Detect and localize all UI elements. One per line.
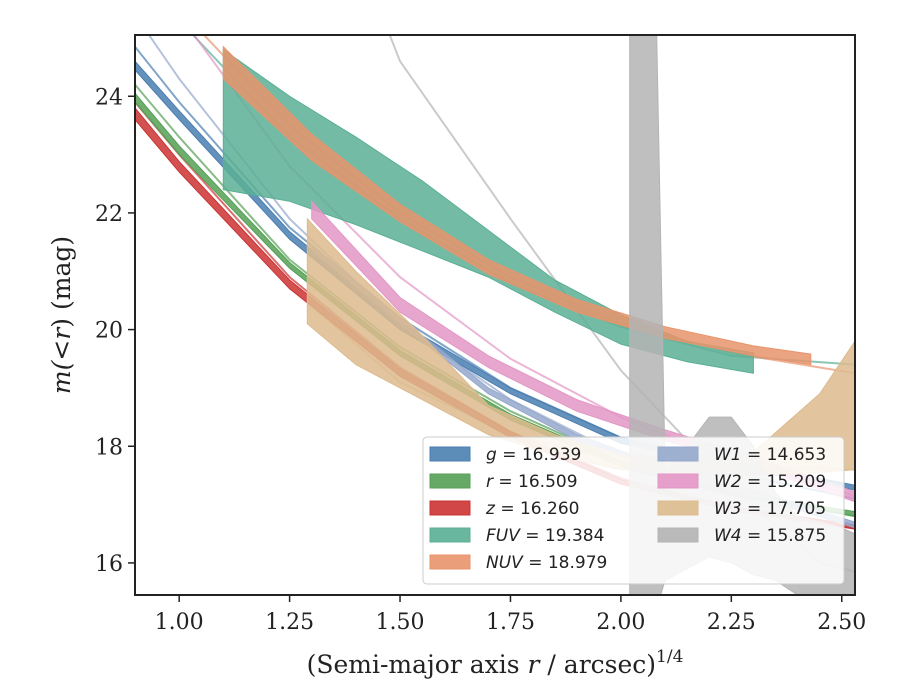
profile-band-nuv bbox=[222, 45, 812, 366]
profile-band-fuv bbox=[222, 48, 754, 374]
legend-box bbox=[422, 436, 845, 585]
y-tick-label: 24 bbox=[95, 85, 123, 110]
legend-label-w1: W1 = 14.653 bbox=[714, 445, 826, 465]
legend-label-fuv: FUV = 19.384 bbox=[486, 526, 604, 546]
legend-label-z: z = 16.260 bbox=[485, 499, 579, 519]
x-tick-label: 2.25 bbox=[707, 610, 756, 635]
legend-label-w4: W4 = 15.875 bbox=[714, 526, 826, 546]
y-tick-label: 20 bbox=[95, 319, 123, 344]
x-tick-label: 1.25 bbox=[265, 610, 314, 635]
y-tick-label: 18 bbox=[95, 435, 123, 460]
legend-label-w3: W3 = 17.705 bbox=[714, 499, 826, 519]
legend-swatch-w4 bbox=[657, 527, 699, 543]
y-axis-title: m(<r) (mag) bbox=[47, 236, 76, 394]
legend-label-nuv: NUV = 18.979 bbox=[486, 553, 607, 573]
x-tick-label: 1.50 bbox=[376, 610, 425, 635]
profile-band-w1 bbox=[311, 243, 855, 529]
legend-swatch-fuv bbox=[429, 527, 471, 543]
plot-frame bbox=[134, 34, 856, 596]
axis-ticks: 1.00 1.25 1.50 1.75 2.00 2.25 2.50 16 18 20 22 24 bbox=[95, 85, 866, 635]
x-axis-title: (Semi-major axis r / arcsec)1/4 bbox=[307, 647, 684, 679]
legend-label-g: g = 16.939 bbox=[486, 445, 581, 465]
legend-swatch-w2 bbox=[657, 473, 699, 489]
legend-label-r: r = 16.509 bbox=[486, 472, 578, 492]
legend-label-w2: W2 = 15.209 bbox=[714, 472, 826, 492]
legend-swatch-nuv bbox=[429, 554, 471, 570]
legend-swatch-g bbox=[429, 446, 471, 462]
x-tick-label: 2.50 bbox=[817, 610, 866, 635]
x-tick-label: 1.75 bbox=[486, 610, 535, 635]
profile-band-w2 bbox=[311, 200, 855, 503]
y-tick-label: 16 bbox=[95, 552, 123, 577]
legend-swatch-z bbox=[429, 500, 471, 516]
legend-swatch-r bbox=[429, 473, 471, 489]
legend: g = 16.939 r = 16.509 z = 16.260 FUV = 19.3… bbox=[422, 436, 845, 585]
x-tick-label: 2.00 bbox=[596, 610, 645, 635]
legend-swatch-w3 bbox=[657, 500, 699, 516]
legend-swatch-w1 bbox=[657, 446, 699, 462]
x-tick-label: 1.00 bbox=[155, 610, 204, 635]
y-tick-label: 22 bbox=[95, 202, 123, 227]
